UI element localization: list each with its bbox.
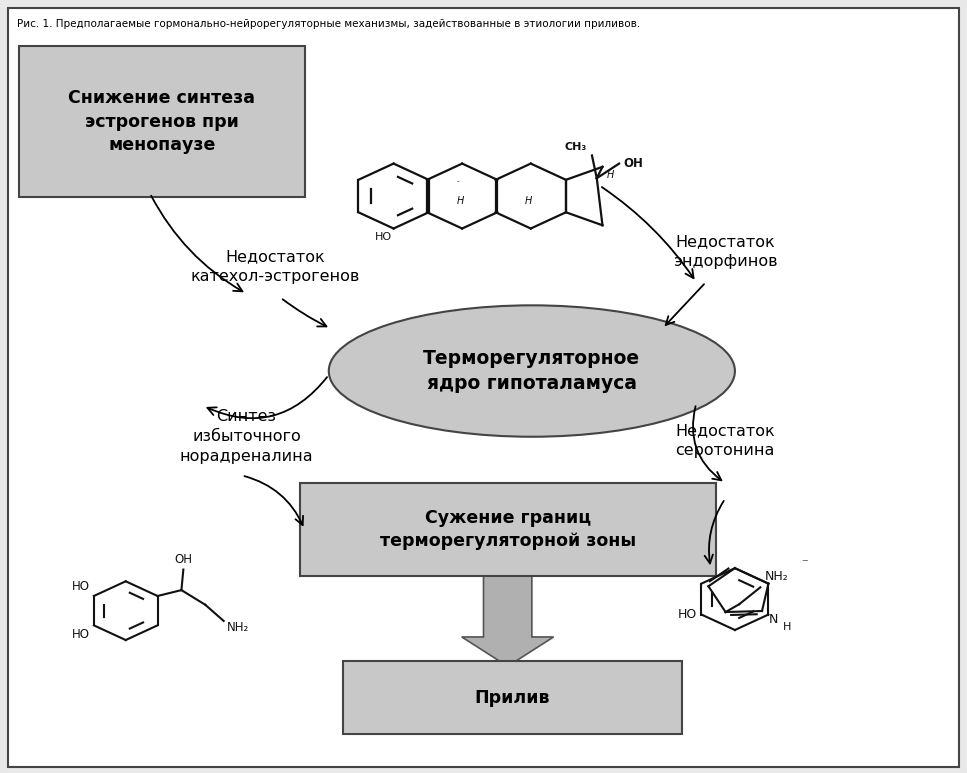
Text: Рис. 1. Предполагаемые гормонально-нейрорегуляторные механизмы, задействованные : Рис. 1. Предполагаемые гормонально-нейро… (17, 19, 641, 29)
FancyBboxPatch shape (343, 661, 682, 734)
Text: HO: HO (72, 580, 90, 593)
Text: H: H (525, 196, 533, 206)
Text: Недостаток
серотонина: Недостаток серотонина (675, 423, 776, 458)
Text: H: H (606, 170, 614, 180)
Text: H: H (783, 621, 792, 632)
Text: OH: OH (623, 157, 643, 170)
FancyBboxPatch shape (8, 8, 959, 767)
Text: OH: OH (174, 553, 192, 567)
Text: HO: HO (677, 608, 696, 621)
Text: Сужение границ
терморегуляторной зоны: Сужение границ терморегуляторной зоны (380, 509, 635, 550)
Text: Прилив: Прилив (475, 689, 550, 707)
Text: NH₂: NH₂ (226, 621, 249, 634)
Text: ⁻: ⁻ (801, 557, 807, 570)
Text: Недостаток
катехол-эстрогенов: Недостаток катехол-эстрогенов (190, 249, 361, 284)
Text: N: N (769, 612, 778, 625)
FancyBboxPatch shape (300, 483, 716, 576)
Text: Синтез
избыточного
норадреналина: Синтез избыточного норадреналина (180, 410, 313, 464)
Text: H: H (456, 196, 464, 206)
Text: HO: HO (374, 233, 392, 243)
Text: NH₂: NH₂ (765, 570, 789, 584)
Ellipse shape (329, 305, 735, 437)
FancyArrow shape (462, 572, 553, 666)
Text: CH₃: CH₃ (565, 142, 587, 152)
Text: Недостаток
эндорфинов: Недостаток эндорфинов (673, 233, 777, 269)
Text: Терморегуляторное
ядро гипоталамуса: Терморегуляторное ядро гипоталамуса (424, 349, 640, 393)
Text: HO: HO (72, 628, 90, 642)
FancyBboxPatch shape (19, 46, 305, 197)
Text: Снижение синтеза
эстрогенов при
менопаузе: Снижение синтеза эстрогенов при менопауз… (69, 89, 255, 155)
